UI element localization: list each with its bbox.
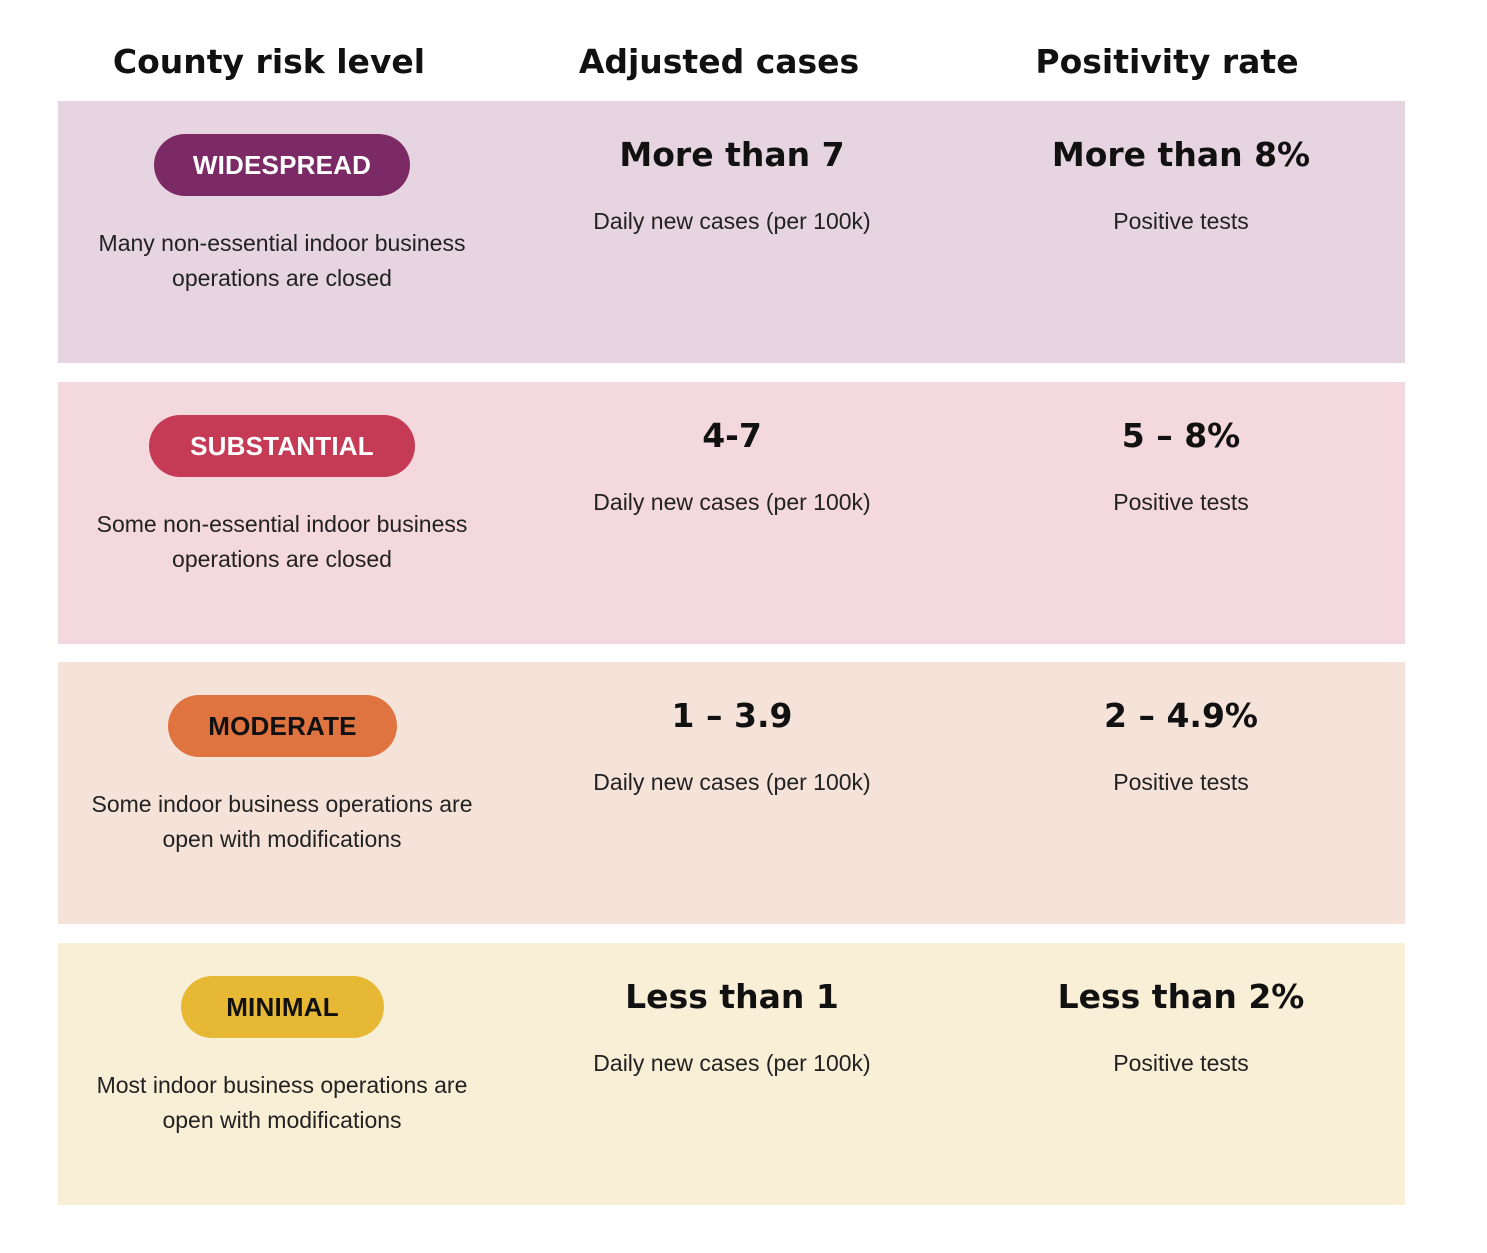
risk-description: Some indoor business operations are open… (68, 787, 496, 857)
risk-description-line: operations are closed (172, 265, 392, 291)
table-header: County risk level Adjusted cases Positiv… (0, 38, 1487, 88)
risk-description-line: open with modifications (162, 1107, 402, 1133)
positivity-rate-label: Positive tests (1113, 489, 1249, 515)
risk-description-line: Many non-essential indoor business (98, 230, 466, 256)
risk-badge-widespread: WIDESPREAD (154, 134, 410, 196)
adjusted-cases-label: Daily new cases (per 100k) (593, 769, 871, 795)
positivity-rate-value: 2 – 4.9% (1104, 696, 1258, 735)
risk-description: Some non-essential indoor business opera… (68, 507, 496, 577)
header-positivity-rate: Positivity rate (1035, 42, 1299, 81)
adjusted-cases-value: 1 – 3.9 (671, 696, 793, 735)
positivity-rate-label: Positive tests (1113, 208, 1249, 234)
risk-description-line: Most indoor business operations are (96, 1072, 468, 1098)
positivity-rate-label: Positive tests (1113, 769, 1249, 795)
risk-description: Many non-essential indoor business opera… (68, 226, 496, 296)
positivity-rate-label: Positive tests (1113, 1050, 1249, 1076)
adjusted-cases-label: Daily new cases (per 100k) (593, 1050, 871, 1076)
risk-row-moderate: MODERATE Some indoor business operations… (58, 662, 1405, 924)
positivity-rate-value: 5 – 8% (1121, 416, 1241, 455)
risk-badge-minimal: MINIMAL (181, 976, 384, 1038)
positivity-rate-value: More than 8% (1051, 135, 1311, 174)
risk-description-line: operations are closed (172, 546, 392, 572)
adjusted-cases-value: More than 7 (619, 135, 845, 174)
header-county-risk-level: County risk level (112, 42, 426, 81)
adjusted-cases-label: Daily new cases (per 100k) (593, 489, 871, 515)
risk-description-line: open with modifications (162, 826, 402, 852)
risk-row-minimal: MINIMAL Most indoor business operations … (58, 943, 1405, 1205)
risk-description-line: Some indoor business operations are (91, 791, 473, 817)
positivity-rate-value: Less than 2% (1057, 977, 1305, 1016)
adjusted-cases-label: Daily new cases (per 100k) (593, 208, 871, 234)
risk-description-line: Some non-essential indoor business (96, 511, 468, 537)
adjusted-cases-value: 4-7 (702, 416, 762, 455)
risk-description: Most indoor business operations are open… (68, 1068, 496, 1138)
risk-badge-moderate: MODERATE (168, 695, 397, 757)
risk-row-widespread: WIDESPREAD Many non-essential indoor bus… (58, 101, 1405, 363)
header-adjusted-cases: Adjusted cases (578, 42, 860, 81)
risk-badge-substantial: SUBSTANTIAL (149, 415, 415, 477)
adjusted-cases-value: Less than 1 (625, 977, 839, 1016)
risk-row-substantial: SUBSTANTIAL Some non-essential indoor bu… (58, 382, 1405, 644)
